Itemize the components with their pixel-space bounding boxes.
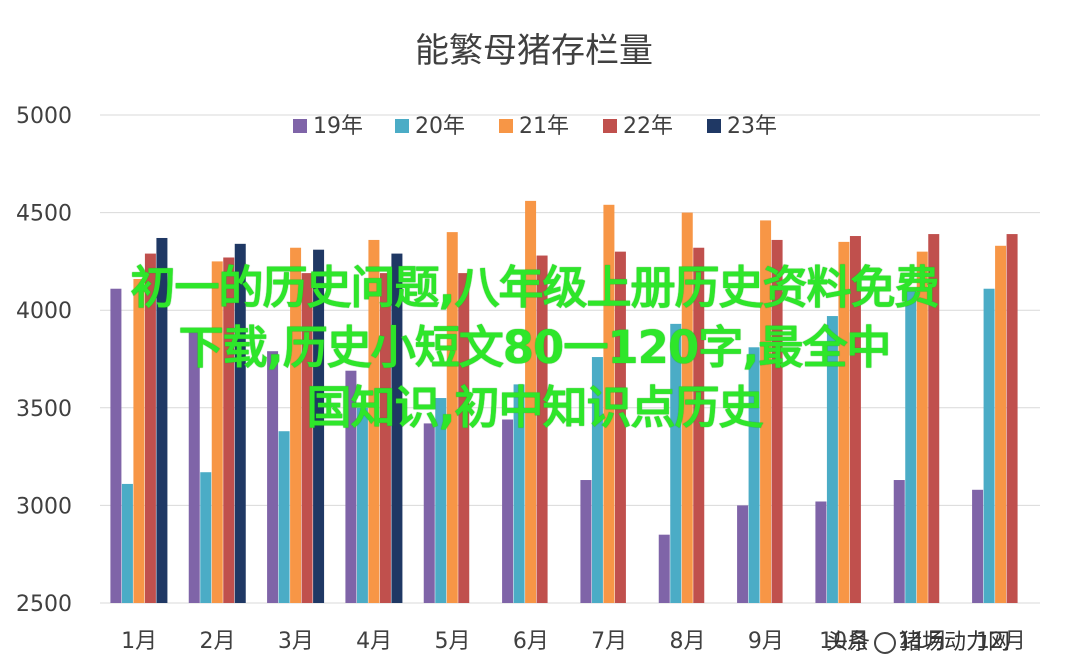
bar bbox=[525, 200, 537, 603]
legend-label: 19年 bbox=[313, 114, 363, 139]
bar bbox=[1006, 234, 1018, 603]
legend-swatch bbox=[395, 119, 409, 133]
bar bbox=[301, 273, 313, 603]
bar bbox=[435, 398, 447, 603]
bar bbox=[211, 261, 223, 603]
bar bbox=[368, 239, 380, 604]
bar bbox=[156, 237, 168, 603]
bar bbox=[234, 243, 246, 603]
bar bbox=[313, 249, 325, 604]
legend-swatch bbox=[603, 119, 617, 133]
legend-label: 20年 bbox=[415, 114, 465, 139]
bar bbox=[200, 472, 212, 603]
bar bbox=[356, 407, 368, 603]
x-tick-label: 10月 bbox=[819, 629, 869, 654]
legend-label: 22年 bbox=[623, 114, 673, 139]
watermark: 头条 猪场动力网 bbox=[826, 624, 1010, 656]
bar bbox=[670, 323, 682, 603]
bar bbox=[681, 212, 693, 603]
bar bbox=[458, 273, 470, 603]
bar bbox=[771, 239, 783, 604]
y-tick-label: 2500 bbox=[16, 592, 72, 617]
bar bbox=[278, 431, 290, 603]
overlay-text-line-1: 初一的历史问题,八年级上册历史资料免费 bbox=[130, 261, 939, 314]
bar bbox=[972, 489, 984, 603]
bar bbox=[379, 273, 391, 603]
x-tick-label: 2月 bbox=[200, 629, 236, 654]
legend-swatch bbox=[293, 119, 307, 133]
x-tick-label: 3月 bbox=[278, 629, 314, 654]
bar bbox=[693, 247, 705, 603]
bar bbox=[290, 247, 302, 603]
bar bbox=[591, 357, 603, 603]
overlay-text-line-3: 国知识,初中知识点历史 bbox=[306, 381, 763, 434]
bar bbox=[760, 220, 772, 603]
bar bbox=[928, 234, 940, 603]
bar bbox=[995, 245, 1007, 603]
y-tick-label: 4500 bbox=[16, 202, 72, 227]
bar bbox=[916, 251, 928, 603]
bar bbox=[345, 370, 357, 603]
bar bbox=[614, 251, 626, 603]
x-tick-label: 7月 bbox=[591, 629, 627, 654]
x-tick-label: 4月 bbox=[356, 629, 392, 654]
y-tick-label: 4000 bbox=[16, 299, 72, 324]
bar bbox=[580, 480, 592, 603]
bar bbox=[983, 288, 995, 603]
watermark-prefix: 头条 bbox=[826, 630, 871, 655]
bar bbox=[905, 288, 917, 603]
bar bbox=[121, 483, 133, 603]
legend-swatch bbox=[707, 119, 721, 133]
bar bbox=[826, 316, 838, 603]
bar bbox=[267, 351, 279, 603]
legend-label: 23年 bbox=[727, 114, 777, 139]
y-tick-label: 5000 bbox=[16, 104, 72, 129]
chart-title: 能繁母猪存栏量 bbox=[415, 31, 653, 71]
legend-label: 21年 bbox=[519, 114, 569, 139]
bar bbox=[893, 480, 905, 603]
x-tick-label: 12月 bbox=[976, 629, 1026, 654]
bar bbox=[658, 534, 670, 603]
x-tick-label: 6月 bbox=[513, 629, 549, 654]
y-tick-label: 3500 bbox=[16, 397, 72, 422]
x-tick-label: 5月 bbox=[435, 629, 471, 654]
bar bbox=[815, 501, 827, 603]
bar bbox=[144, 253, 156, 604]
bar bbox=[513, 384, 525, 603]
bar bbox=[737, 505, 749, 603]
x-tick-label: 1月 bbox=[121, 629, 157, 654]
bar bbox=[188, 331, 200, 603]
bar bbox=[223, 257, 235, 603]
bar bbox=[536, 255, 548, 603]
bar bbox=[423, 423, 435, 603]
bar bbox=[849, 236, 861, 604]
legend-swatch bbox=[499, 119, 513, 133]
x-tick-label: 11月 bbox=[898, 629, 948, 654]
bar bbox=[446, 232, 458, 603]
y-tick-label: 3000 bbox=[16, 494, 72, 519]
watermark-handle: 猪场动力网 bbox=[900, 630, 1011, 655]
x-tick-label: 8月 bbox=[670, 629, 706, 654]
bar bbox=[391, 253, 403, 604]
bar bbox=[838, 241, 850, 603]
x-tick-label: 9月 bbox=[748, 629, 784, 654]
overlay-text-line-2: 下载,历史小短文80一120字,最全中 bbox=[178, 321, 892, 374]
bar bbox=[603, 204, 615, 604]
bar bbox=[748, 347, 760, 603]
bar bbox=[502, 419, 514, 603]
bar bbox=[110, 288, 122, 603]
at-icon bbox=[874, 632, 897, 654]
bar bbox=[133, 278, 145, 603]
